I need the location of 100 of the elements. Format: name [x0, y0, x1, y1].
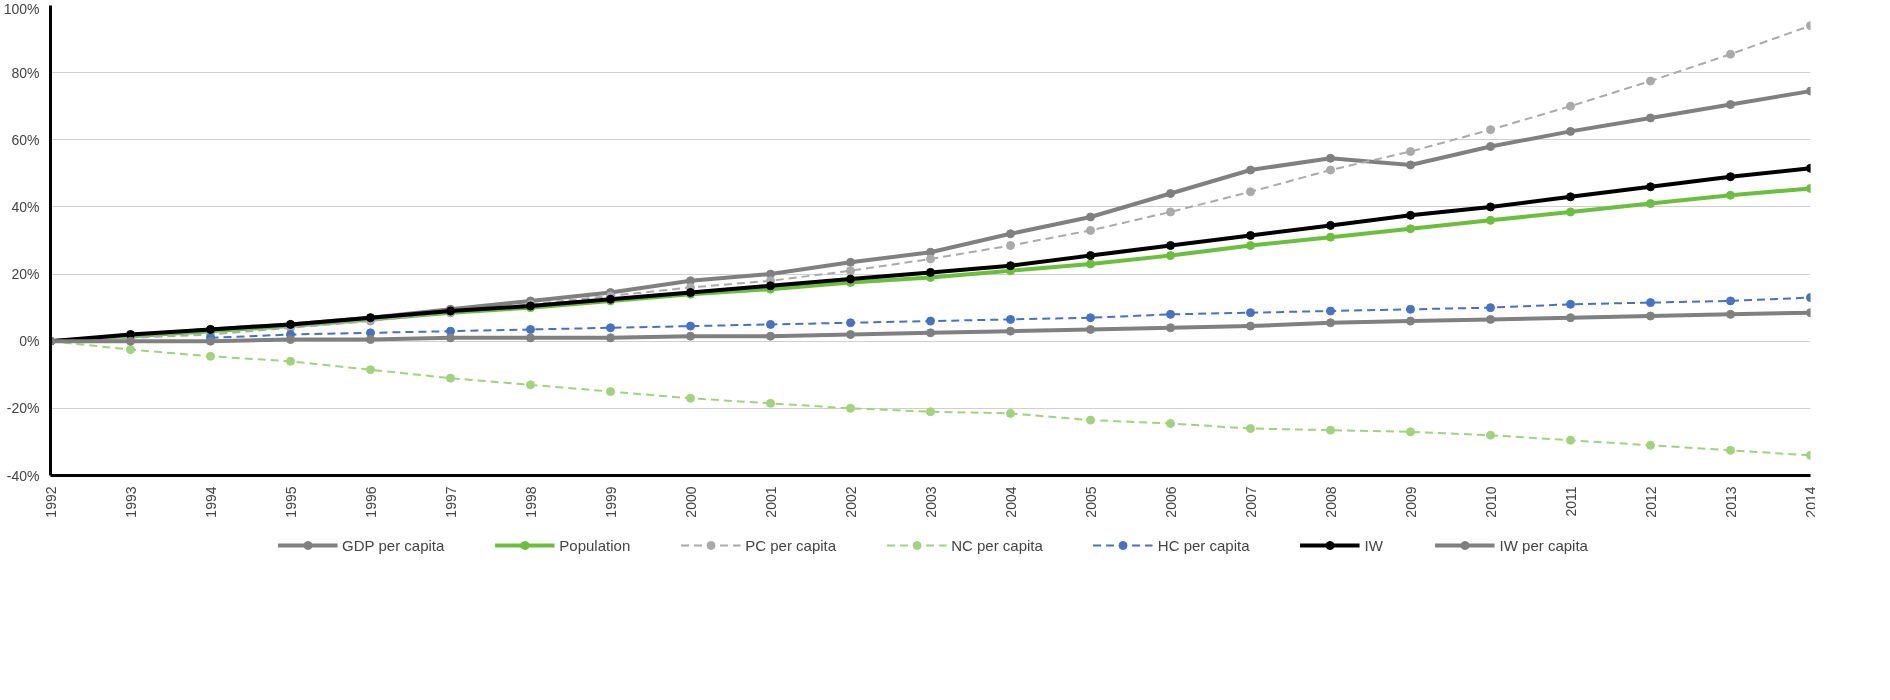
point [126, 345, 135, 355]
point [1246, 165, 1255, 175]
legend-label: GDP per capita [342, 536, 445, 554]
point [766, 331, 775, 341]
y-tick-label: 0% [19, 333, 40, 350]
point [1246, 424, 1255, 433]
point [1326, 306, 1335, 316]
x-tick-label: 1999 [602, 486, 619, 518]
point [1086, 324, 1095, 334]
legend-label: Population [559, 536, 631, 554]
point [766, 319, 775, 329]
point [1566, 126, 1575, 136]
x-tick-label: 2013 [1722, 486, 1739, 518]
x-tick-label: 1997 [442, 486, 459, 518]
point [1086, 415, 1095, 425]
point [1486, 314, 1495, 324]
point [286, 356, 295, 366]
point [1726, 445, 1735, 455]
point [1246, 241, 1255, 251]
x-tick-label: 2005 [1082, 486, 1099, 518]
point [1726, 49, 1735, 59]
point [1486, 202, 1495, 212]
x-tick-label: 1996 [362, 486, 379, 518]
point [1726, 100, 1735, 110]
x-tick-label: 2006 [1162, 486, 1179, 518]
x-tick-label: 2014 [1802, 486, 1819, 518]
x-tick-label: 1995 [282, 486, 299, 518]
legend-label: HC per capita [1157, 536, 1250, 554]
point [846, 318, 855, 328]
x-tick-label: 2010 [1482, 486, 1499, 518]
point [606, 323, 615, 333]
point [1166, 309, 1175, 319]
x-tick-label: 2009 [1402, 486, 1419, 518]
point [1566, 207, 1575, 217]
x-tick-label: 1993 [122, 486, 139, 518]
point [1646, 182, 1655, 192]
point [686, 393, 695, 403]
point [446, 373, 455, 383]
point [1326, 232, 1335, 242]
point [1166, 418, 1175, 428]
point [1006, 241, 1015, 251]
point [1006, 314, 1015, 324]
point [926, 267, 935, 277]
point [1246, 187, 1255, 197]
point [1646, 76, 1655, 86]
point [1646, 311, 1655, 321]
y-tick-label: 20% [11, 266, 40, 283]
point [1246, 321, 1255, 331]
legend-label: IW per capita [1499, 536, 1588, 554]
point [606, 387, 615, 397]
point [1566, 101, 1575, 111]
point [1726, 190, 1735, 200]
point [1726, 172, 1735, 182]
point [1406, 316, 1415, 326]
x-tick-label: 2007 [1242, 486, 1259, 518]
point [1166, 323, 1175, 333]
point [286, 335, 295, 345]
point [686, 321, 695, 331]
legend-label: PC per capita [745, 536, 837, 554]
point [1326, 425, 1335, 435]
point [1486, 142, 1495, 151]
point [1086, 225, 1095, 235]
point [1646, 199, 1655, 209]
point [926, 407, 935, 417]
x-tick-label: 2001 [762, 486, 779, 518]
legend-label: NC per capita [951, 536, 1043, 554]
point [1646, 113, 1655, 123]
point [1406, 427, 1415, 437]
point [1566, 313, 1575, 323]
point [1486, 430, 1495, 440]
point [1486, 215, 1495, 225]
point [686, 331, 695, 341]
y-tick-label: 40% [11, 198, 40, 215]
point [846, 266, 855, 276]
x-tick-label: 2000 [682, 486, 699, 518]
point [1166, 241, 1175, 251]
point [1566, 299, 1575, 309]
point [1646, 298, 1655, 308]
point [526, 333, 535, 343]
point [1486, 303, 1495, 313]
x-tick-label: 2012 [1642, 486, 1659, 518]
y-tick-label: 80% [11, 64, 40, 81]
point [1246, 230, 1255, 240]
y-tick-label: 100% [3, 0, 40, 17]
point [1006, 326, 1015, 336]
point [366, 365, 375, 375]
point [1086, 259, 1095, 269]
point [1006, 229, 1015, 239]
point [926, 254, 935, 264]
point [846, 403, 855, 413]
point [926, 316, 935, 326]
x-tick-label: 1994 [202, 486, 219, 518]
point [446, 333, 455, 343]
point [1726, 309, 1735, 319]
point [1326, 220, 1335, 230]
point [1006, 408, 1015, 418]
point [1486, 125, 1495, 135]
x-tick-label: 2004 [1002, 486, 1019, 518]
point [1326, 153, 1335, 163]
point [206, 351, 215, 361]
